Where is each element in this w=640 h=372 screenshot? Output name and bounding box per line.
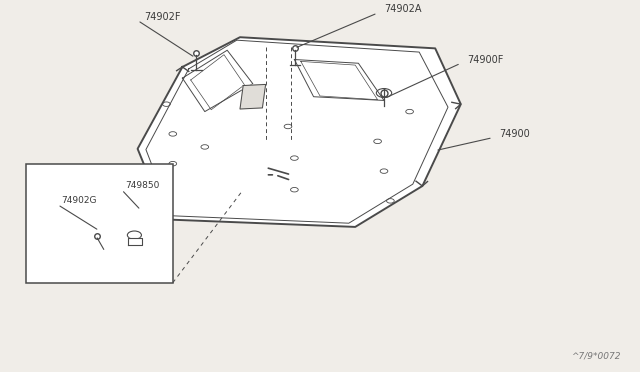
Polygon shape — [128, 238, 142, 245]
Text: 749850: 749850 — [125, 182, 159, 190]
Text: 74900F: 74900F — [467, 55, 504, 64]
Bar — [26, 164, 173, 283]
Text: 74902A: 74902A — [384, 4, 422, 14]
Text: ^7/9*0072: ^7/9*0072 — [572, 352, 621, 361]
Text: 74900: 74900 — [499, 129, 530, 139]
Text: 74902F: 74902F — [144, 12, 180, 22]
Text: 74902G: 74902G — [61, 196, 96, 205]
Polygon shape — [138, 37, 461, 227]
Polygon shape — [240, 84, 266, 109]
